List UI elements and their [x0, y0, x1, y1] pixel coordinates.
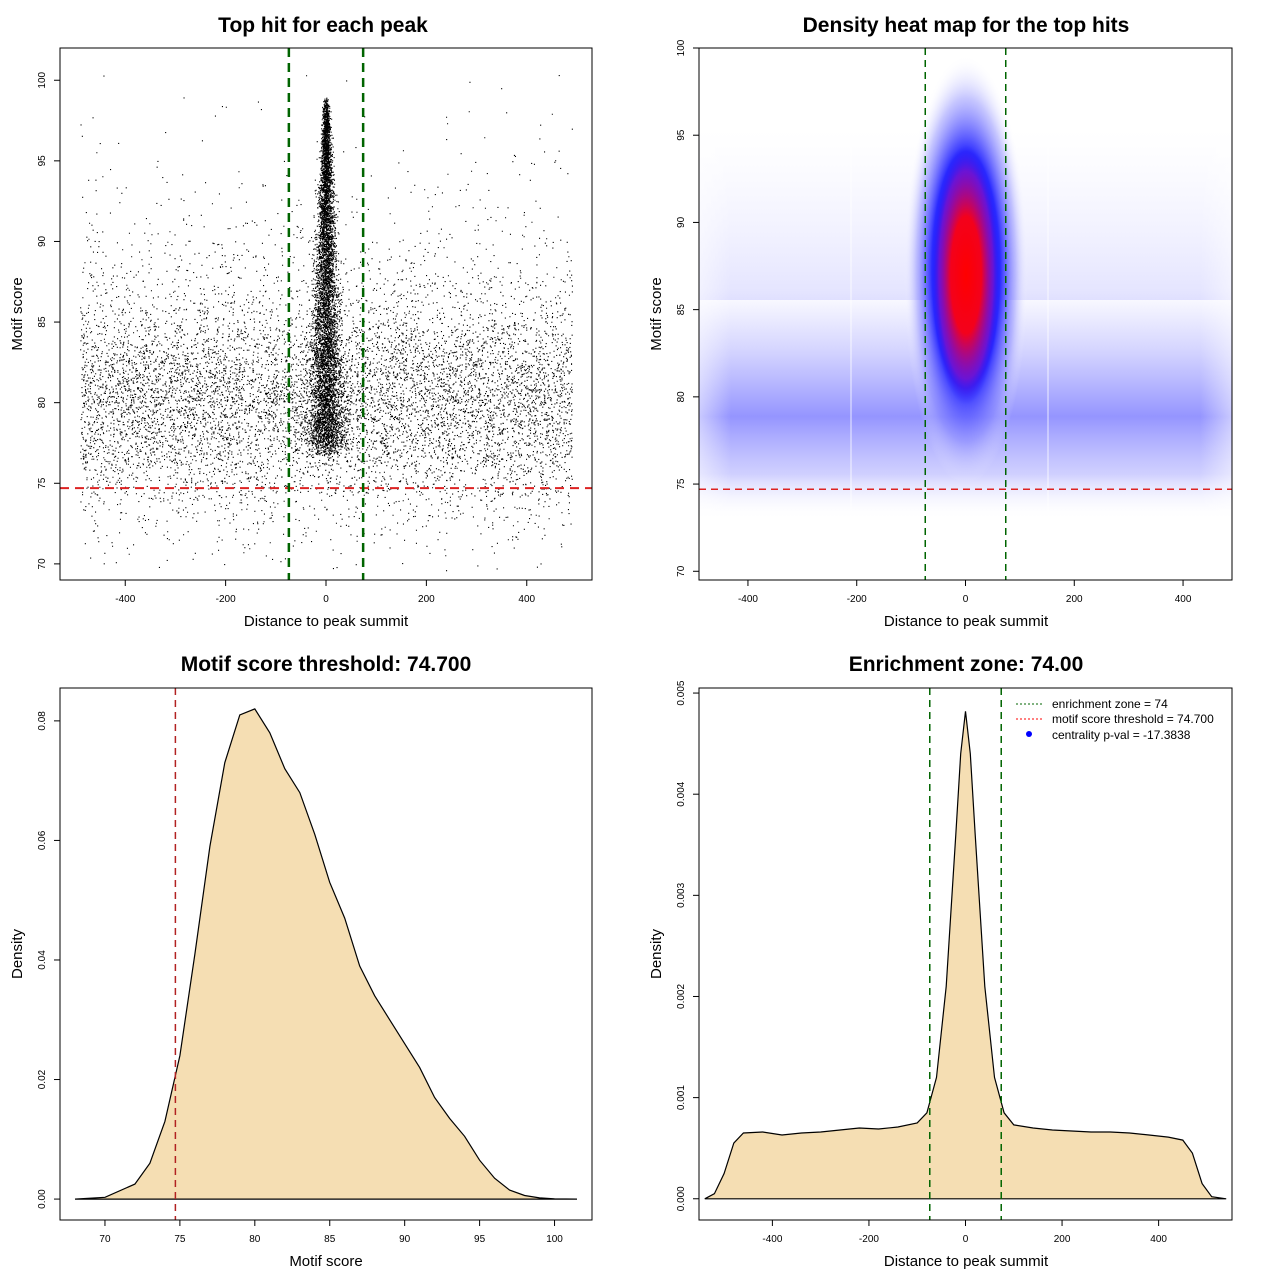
density-area	[704, 711, 1227, 1200]
x-tick-label: -400	[762, 1234, 782, 1245]
legend-label: motif score threshold = 74.700	[1052, 712, 1214, 726]
x-tick-label: 400	[1150, 1234, 1167, 1245]
x-tick-label: 200	[418, 594, 435, 605]
y-tick-label: 95	[676, 129, 687, 141]
panel-scatter: Top hit for each peak -400 -200 0 200 400 70…	[9, 14, 593, 630]
y-tick-label: 100	[676, 39, 687, 56]
x-axis: -400 -200 0 200 400	[115, 580, 536, 605]
y-tick-label: 75	[37, 477, 48, 489]
y-tick-label: 0.02	[37, 1069, 48, 1089]
x-tick-label: 200	[1054, 1234, 1071, 1245]
x-tick-label: 200	[1066, 594, 1083, 605]
enrichment-zone-lines	[929, 688, 1002, 1220]
x-tick-label: -200	[859, 1234, 879, 1245]
x-axis: 70 75 80 85 90 95 100	[99, 1220, 563, 1245]
y-tick-label: 0.06	[37, 830, 48, 850]
panel-heatmap: Density heat map for the top hits -400 -2…	[648, 14, 1233, 630]
y-tick-label: 0.005	[676, 680, 687, 705]
x-axis: -400 -200 0 200 400	[738, 580, 1192, 605]
density-area	[74, 708, 578, 1200]
y-axis: 70 75 80 85 90 95 100	[676, 39, 699, 577]
plot-frame	[59, 687, 593, 1221]
x-tick-label: 85	[324, 1234, 336, 1245]
x-axis-label: Motif score	[289, 1253, 362, 1270]
legend-label: enrichment zone = 74	[1052, 697, 1168, 711]
y-tick-label: 0.003	[676, 882, 687, 907]
x-tick-label: 400	[1175, 594, 1192, 605]
y-tick-label: 70	[37, 558, 48, 570]
data-points	[80, 75, 573, 572]
x-tick-label: 100	[546, 1234, 563, 1245]
enrichment-zone-lines	[287, 48, 365, 580]
panel-score-density: Motif score threshold: 74.700 70 75 80 85 90…	[9, 653, 593, 1270]
x-tick-label: 0	[963, 1234, 969, 1245]
y-tick-label: 0.00	[37, 1189, 48, 1209]
y-axis: 0.000 0.001 0.002 0.003 0.004 0.005	[676, 680, 699, 1211]
x-tick-label: 0	[323, 594, 329, 605]
panel-enrichment: Enrichment zone: 74.00 -400 -200 0 200 400 0…	[648, 653, 1233, 1270]
x-tick-label: 90	[399, 1234, 411, 1245]
legend-key-centrality	[1026, 731, 1032, 737]
x-tick-label: -400	[738, 594, 758, 605]
y-axis-label: Motif score	[648, 277, 665, 350]
chart-title: Top hit for each peak	[218, 14, 428, 37]
chart-title: Enrichment zone: 74.00	[849, 653, 1084, 676]
density-core-red	[932, 145, 1000, 405]
x-tick-label: 75	[174, 1234, 186, 1245]
x-tick-label: 70	[99, 1234, 111, 1245]
y-axis-label: Density	[648, 928, 665, 979]
x-tick-label: 0	[963, 594, 969, 605]
y-axis-label: Density	[9, 928, 26, 979]
x-axis-label: Distance to peak summit	[244, 613, 409, 630]
x-tick-label: -200	[847, 594, 867, 605]
y-tick-label: 70	[676, 565, 687, 577]
y-tick-label: 0.08	[37, 711, 48, 731]
enrichment-zone-lines	[924, 48, 1007, 580]
x-tick-label: 400	[518, 594, 535, 605]
x-axis: -400 -200 0 200 400	[762, 1220, 1167, 1245]
y-tick-label: 90	[37, 235, 48, 247]
legend: enrichment zone = 74 motif score thresho…	[1016, 697, 1214, 742]
x-tick-label: 95	[474, 1234, 486, 1245]
y-axis: 70 75 80 85 90 95 100	[37, 71, 60, 569]
y-tick-label: 85	[676, 304, 687, 316]
y-tick-label: 75	[676, 478, 687, 490]
x-axis-label: Distance to peak summit	[884, 1253, 1049, 1270]
y-tick-label: 80	[37, 397, 48, 409]
scatter-points	[80, 75, 573, 572]
x-tick-label: 80	[249, 1234, 261, 1245]
y-tick-label: 90	[676, 216, 687, 228]
y-tick-label: 0.001	[676, 1085, 687, 1110]
y-tick-label: 85	[37, 316, 48, 328]
y-tick-label: 80	[676, 391, 687, 403]
y-tick-label: 0.004	[676, 781, 687, 806]
y-axis: 0.00 0.02 0.04 0.06 0.08	[37, 711, 60, 1209]
y-tick-label: 0.000	[676, 1186, 687, 1211]
y-tick-label: 95	[37, 155, 48, 167]
chart-title: Density heat map for the top hits	[803, 14, 1130, 37]
y-tick-label: 0.002	[676, 984, 687, 1009]
y-axis-label: Motif score	[9, 277, 26, 350]
x-tick-label: -400	[115, 594, 135, 605]
chart-title: Motif score threshold: 74.700	[181, 653, 472, 676]
x-tick-label: -200	[216, 594, 236, 605]
y-tick-label: 0.04	[37, 950, 48, 970]
y-tick-label: 100	[37, 71, 48, 88]
legend-label: centrality p-val = -17.3838	[1052, 728, 1191, 742]
x-axis-label: Distance to peak summit	[884, 613, 1049, 630]
heatmap-surface	[699, 48, 1232, 580]
